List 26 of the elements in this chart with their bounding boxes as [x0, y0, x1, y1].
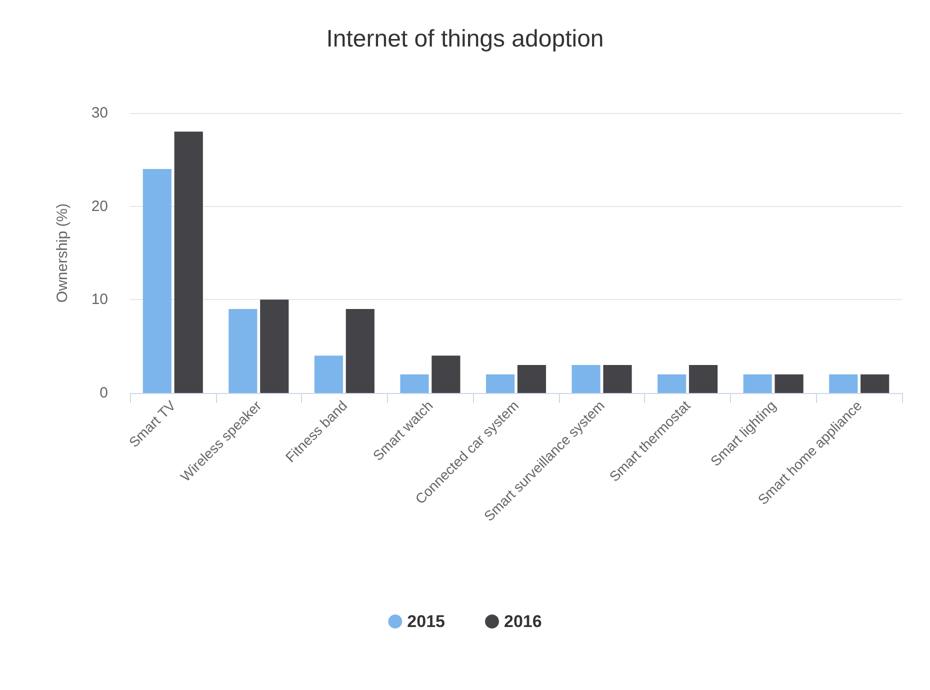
- bar: [860, 374, 890, 393]
- bar: [174, 132, 203, 393]
- bar: [346, 309, 374, 393]
- bar: [774, 374, 804, 393]
- bar: [603, 365, 632, 393]
- y-tick-label: 0: [100, 384, 108, 402]
- y-tick-label: 10: [91, 291, 108, 308]
- y-tick-label: 20: [91, 198, 108, 215]
- bar: [260, 300, 289, 393]
- bar: [228, 309, 258, 393]
- bar: [432, 356, 460, 393]
- y-axis-title: Ownership (%): [54, 203, 71, 303]
- bar: [400, 374, 429, 393]
- bar: [658, 374, 686, 393]
- bar: [743, 374, 772, 393]
- chart-title: Internet of things adoption: [326, 26, 604, 52]
- bar: [314, 356, 344, 393]
- legend-label: 2016: [504, 612, 542, 631]
- legend-label: 2015: [407, 612, 446, 631]
- bar: [688, 365, 718, 393]
- bar: [829, 374, 858, 393]
- bar: [517, 365, 546, 393]
- bar: [572, 365, 600, 393]
- bar: [142, 169, 172, 393]
- bar: [486, 374, 515, 393]
- y-tick-label: 30: [91, 104, 108, 122]
